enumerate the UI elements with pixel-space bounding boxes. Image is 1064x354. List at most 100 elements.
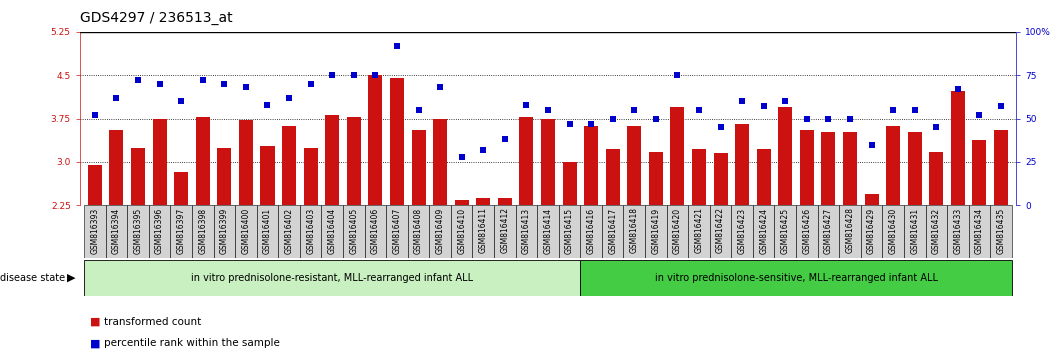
Text: GSM816424: GSM816424	[760, 207, 768, 253]
Bar	[972, 140, 986, 205]
Bar	[929, 152, 944, 205]
Text: ■: ■	[90, 317, 101, 327]
Bar	[735, 124, 749, 205]
Text: GSM816402: GSM816402	[284, 207, 294, 253]
Text: GSM816434: GSM816434	[975, 207, 984, 254]
Point	[410, 107, 427, 113]
Bar	[796, 205, 817, 258]
Bar	[645, 205, 667, 258]
Text: GSM816403: GSM816403	[306, 207, 315, 254]
Bar	[731, 205, 753, 258]
Point	[884, 107, 901, 113]
Bar	[235, 205, 256, 258]
Text: GSM816396: GSM816396	[155, 207, 164, 254]
Bar	[494, 205, 516, 258]
Text: GSM816421: GSM816421	[695, 207, 703, 253]
Text: GSM816422: GSM816422	[716, 207, 725, 253]
Bar	[365, 205, 386, 258]
Text: GSM816395: GSM816395	[134, 207, 143, 254]
Point	[993, 104, 1010, 109]
Text: GSM816427: GSM816427	[824, 207, 833, 253]
Text: ■: ■	[90, 338, 101, 348]
Bar	[541, 119, 555, 205]
Text: GSM816398: GSM816398	[198, 207, 207, 253]
Bar	[451, 205, 472, 258]
Bar	[279, 205, 300, 258]
Bar	[580, 260, 1012, 296]
Point	[496, 137, 513, 142]
Bar	[839, 205, 861, 258]
Text: ▶: ▶	[67, 273, 76, 283]
Point	[928, 124, 945, 130]
Text: GSM816406: GSM816406	[371, 207, 380, 254]
Text: GSM816433: GSM816433	[953, 207, 962, 254]
Text: GSM816393: GSM816393	[90, 207, 99, 254]
Point	[259, 102, 276, 108]
Bar	[624, 205, 645, 258]
Bar	[537, 205, 559, 258]
Bar	[559, 205, 580, 258]
Bar	[667, 205, 688, 258]
Text: GSM816415: GSM816415	[565, 207, 575, 253]
Text: GSM816432: GSM816432	[932, 207, 941, 253]
Point	[237, 85, 254, 90]
Point	[107, 95, 124, 101]
Bar	[477, 198, 491, 205]
Bar	[865, 194, 879, 205]
Bar	[84, 205, 105, 258]
Point	[626, 107, 643, 113]
Text: in vitro prednisolone-resistant, MLL-rearranged infant ALL: in vitro prednisolone-resistant, MLL-rea…	[192, 273, 473, 283]
Bar	[710, 205, 731, 258]
Text: GSM816416: GSM816416	[586, 207, 596, 253]
Point	[777, 98, 794, 104]
Bar	[580, 205, 602, 258]
Text: GSM816394: GSM816394	[112, 207, 121, 254]
Text: GSM816419: GSM816419	[651, 207, 661, 253]
Bar	[389, 78, 404, 205]
Bar	[343, 205, 365, 258]
Bar	[408, 205, 429, 258]
Text: GSM816409: GSM816409	[435, 207, 445, 254]
Text: GSM816399: GSM816399	[220, 207, 229, 254]
Point	[86, 112, 103, 118]
Text: GSM816425: GSM816425	[781, 207, 789, 253]
Point	[647, 116, 664, 121]
Text: GSM816397: GSM816397	[177, 207, 186, 254]
Point	[863, 142, 880, 147]
Point	[798, 116, 815, 121]
Bar	[775, 205, 796, 258]
Bar	[196, 117, 210, 205]
Bar	[800, 130, 814, 205]
Point	[367, 73, 384, 78]
Bar	[386, 205, 408, 258]
Text: GSM816408: GSM816408	[414, 207, 423, 253]
Bar	[904, 205, 926, 258]
Bar	[131, 148, 145, 205]
Text: GSM816404: GSM816404	[328, 207, 336, 254]
Bar	[433, 119, 447, 205]
Point	[195, 78, 212, 83]
Bar	[152, 119, 167, 205]
Point	[907, 107, 924, 113]
Text: percentile rank within the sample: percentile rank within the sample	[104, 338, 280, 348]
Bar	[714, 153, 728, 205]
Bar	[105, 205, 128, 258]
Bar	[256, 205, 279, 258]
Point	[691, 107, 708, 113]
Bar	[214, 205, 235, 258]
Bar	[563, 162, 577, 205]
Bar	[817, 205, 839, 258]
Bar	[326, 115, 339, 205]
Text: GSM816431: GSM816431	[910, 207, 919, 253]
Text: transformed count: transformed count	[104, 317, 201, 327]
Bar	[498, 198, 512, 205]
Bar	[994, 130, 1008, 205]
Text: GSM816420: GSM816420	[672, 207, 682, 253]
Bar	[757, 149, 770, 205]
Text: GSM816407: GSM816407	[393, 207, 401, 254]
Text: GSM816435: GSM816435	[997, 207, 1005, 254]
Text: GSM816411: GSM816411	[479, 207, 487, 253]
Point	[518, 102, 535, 108]
Point	[281, 95, 298, 101]
Point	[323, 73, 340, 78]
